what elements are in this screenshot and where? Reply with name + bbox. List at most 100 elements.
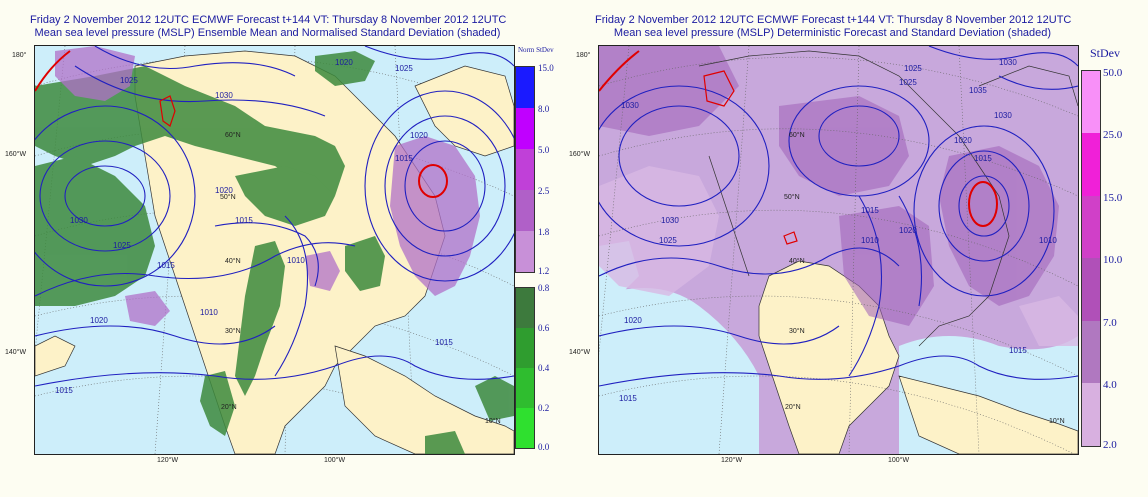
right-colorbar-label: 10.0 [1103, 254, 1123, 266]
left-colorbar-upper [515, 66, 535, 273]
right-map: 1030 1025 1020 1025 1030 1035 1030 1030 … [598, 45, 1079, 455]
left-title-line2: Mean sea level pressure (MSLP) Ensemble … [34, 27, 501, 39]
right-isobar-label: 1025 [904, 64, 922, 73]
left-isobar-label: 1025 [113, 241, 131, 250]
right-lon-label: 100°W [888, 457, 910, 464]
left-isobar-label: 1020 [335, 58, 353, 67]
left-colorbar-swatch [516, 108, 534, 149]
right-colorbar-label: 4.0 [1103, 379, 1117, 391]
right-colorbar-label: 50.0 [1103, 67, 1123, 79]
right-isobar-label: 1030 [994, 111, 1012, 120]
right-colorbar-swatch [1082, 133, 1100, 196]
left-colorbar-label: 8.0 [538, 104, 550, 114]
right-isobar-label: 1015 [974, 154, 992, 163]
right-isobar-label: 1035 [969, 86, 987, 95]
right-colorbar-title: StDev [1090, 46, 1120, 60]
right-isobar-label: 1020 [624, 316, 642, 325]
left-isobar-label: 1020 [410, 131, 428, 140]
right-isobar-label: 1010 [1039, 236, 1057, 245]
right-lat-label: 60°N [789, 132, 805, 139]
left-isobar-label: 1030 [70, 216, 88, 225]
right-isobar-label: 1020 [899, 226, 917, 235]
right-isobar-label: 1025 [659, 236, 677, 245]
right-colorbar-swatch [1082, 258, 1100, 321]
left-colorbar-label: 5.0 [538, 145, 550, 155]
right-lon-label: 140°W [569, 349, 591, 356]
left-isobar-label: 1015 [435, 338, 453, 347]
left-colorbar-label: 2.5 [538, 186, 550, 196]
left-colorbar-swatch [516, 408, 534, 448]
left-colorbar-swatch [516, 231, 534, 272]
left-colorbar-swatch [516, 368, 534, 408]
left-colorbar-label: 0.0 [538, 442, 550, 452]
left-lon-label: 100°W [324, 457, 346, 464]
right-colorbar [1081, 70, 1101, 447]
left-colorbar-label: 15.0 [538, 63, 554, 73]
left-isobar-label: 1025 [395, 64, 413, 73]
right-map-graphic [599, 46, 1078, 454]
right-colorbar-label: 25.0 [1103, 129, 1123, 141]
left-lat-label: 50°N [220, 194, 236, 201]
left-isobar-label: 1020 [215, 186, 233, 195]
left-isobar-label: 1020 [90, 316, 108, 325]
left-lat-label: 20°N [221, 404, 237, 411]
left-lat-label: 60°N [225, 132, 241, 139]
right-lon-label: 180° [576, 52, 591, 59]
left-colorbar-label: 0.8 [538, 283, 550, 293]
left-colorbar-swatch [516, 149, 534, 190]
left-isobar-label: 1015 [395, 154, 413, 163]
right-colorbar-swatch [1082, 321, 1100, 383]
left-lat-label: 10°N [485, 418, 501, 425]
left-colorbar-label: 0.6 [538, 323, 550, 333]
right-isobar-label: 1030 [999, 58, 1017, 67]
left-colorbar-label: 1.8 [538, 227, 550, 237]
left-isobar-label: 1015 [157, 261, 175, 270]
left-colorbar-swatch [516, 190, 534, 231]
right-title-line1: Friday 2 November 2012 12UTC ECMWF Forec… [595, 14, 1072, 26]
left-isobar-label: 1015 [55, 386, 73, 395]
left-map-graphic [35, 46, 514, 454]
right-colorbar-swatch [1082, 383, 1100, 446]
right-isobar-label: 1030 [621, 101, 639, 110]
left-colorbar-label: 1.2 [538, 266, 550, 276]
right-isobar-label: 1020 [954, 136, 972, 145]
left-lon-label: 120°W [157, 457, 179, 464]
left-isobar-label: 1015 [235, 216, 253, 225]
right-lat-label: 30°N [789, 328, 805, 335]
right-colorbar-swatch [1082, 196, 1100, 258]
right-colorbar-label: 7.0 [1103, 317, 1117, 329]
right-colorbar-label: 2.0 [1103, 439, 1117, 451]
left-colorbar-lower [515, 287, 535, 449]
right-lon-label: 160°W [569, 151, 591, 158]
right-isobar-label: 1015 [1009, 346, 1027, 355]
left-colorbar-swatch [516, 67, 534, 108]
right-lon-label: 120°W [721, 457, 743, 464]
right-lat-label: 20°N [785, 404, 801, 411]
left-colorbar-label: 0.4 [538, 363, 550, 373]
left-lon-label: 140°W [5, 349, 27, 356]
left-colorbar-label: 0.2 [538, 403, 550, 413]
right-isobar-label: 1015 [861, 206, 879, 215]
left-isobar-label: 1010 [287, 256, 305, 265]
left-colorbar-title: Norm StDev [518, 46, 554, 54]
left-colorbar-swatch [516, 288, 534, 328]
right-isobar-label: 1030 [661, 216, 679, 225]
right-colorbar-swatch [1082, 71, 1100, 133]
left-colorbar-swatch [516, 328, 534, 368]
right-isobar-label: 1015 [619, 394, 637, 403]
left-lon-label: 180° [12, 52, 27, 59]
right-isobar-label: 1010 [861, 236, 879, 245]
right-lat-label: 40°N [789, 258, 805, 265]
left-isobar-label: 1010 [200, 308, 218, 317]
left-title-line1: Friday 2 November 2012 12UTC ECMWF Forec… [30, 14, 507, 26]
right-colorbar-label: 15.0 [1103, 192, 1123, 204]
left-lon-label: 160°W [5, 151, 27, 158]
right-lat-label: 10°N [1049, 418, 1065, 425]
left-isobar-label: 1030 [215, 91, 233, 100]
left-lat-label: 30°N [225, 328, 241, 335]
right-title-line2: Mean sea level pressure (MSLP) Determini… [613, 27, 1052, 39]
right-lat-label: 50°N [784, 194, 800, 201]
left-isobar-label: 1025 [120, 76, 138, 85]
right-isobar-label: 1025 [899, 78, 917, 87]
left-lat-label: 40°N [225, 258, 241, 265]
